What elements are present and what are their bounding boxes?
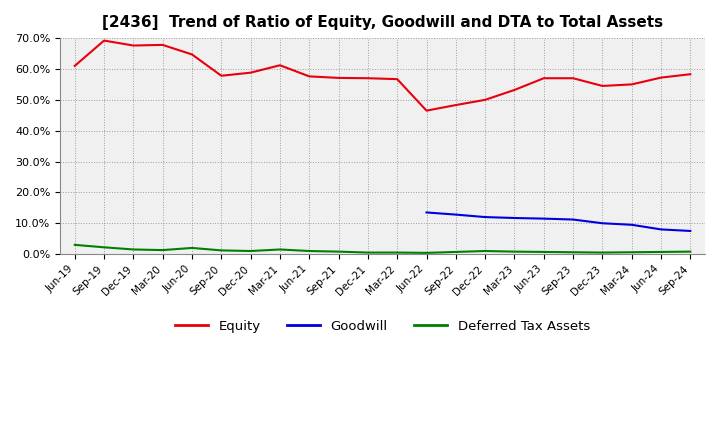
Equity	[393, 77, 402, 82]
Equity	[71, 63, 79, 69]
Equity	[657, 75, 665, 80]
Deferred Tax Assets	[627, 249, 636, 255]
Goodwill	[569, 217, 577, 222]
Deferred Tax Assets	[71, 242, 79, 247]
Deferred Tax Assets	[276, 247, 284, 252]
Deferred Tax Assets	[686, 249, 695, 254]
Equity	[188, 52, 197, 57]
Equity	[305, 74, 314, 79]
Deferred Tax Assets	[188, 245, 197, 250]
Goodwill	[481, 214, 490, 220]
Equity	[569, 76, 577, 81]
Goodwill	[627, 222, 636, 227]
Equity	[627, 82, 636, 87]
Deferred Tax Assets	[422, 250, 431, 256]
Goodwill	[539, 216, 548, 221]
Equity	[217, 73, 225, 78]
Equity	[100, 38, 109, 43]
Deferred Tax Assets	[451, 249, 460, 255]
Deferred Tax Assets	[158, 247, 167, 253]
Line: Equity: Equity	[75, 40, 690, 110]
Deferred Tax Assets	[481, 248, 490, 253]
Equity	[334, 75, 343, 81]
Goodwill	[657, 227, 665, 232]
Deferred Tax Assets	[393, 250, 402, 255]
Goodwill	[510, 215, 519, 220]
Deferred Tax Assets	[305, 248, 314, 253]
Deferred Tax Assets	[100, 245, 109, 250]
Deferred Tax Assets	[334, 249, 343, 254]
Equity	[158, 42, 167, 48]
Equity	[451, 103, 460, 108]
Equity	[510, 87, 519, 92]
Goodwill	[598, 220, 607, 226]
Deferred Tax Assets	[364, 250, 372, 255]
Legend: Equity, Goodwill, Deferred Tax Assets: Equity, Goodwill, Deferred Tax Assets	[170, 315, 595, 338]
Equity	[598, 83, 607, 88]
Goodwill	[451, 212, 460, 217]
Line: Deferred Tax Assets: Deferred Tax Assets	[75, 245, 690, 253]
Title: [2436]  Trend of Ratio of Equity, Goodwill and DTA to Total Assets: [2436] Trend of Ratio of Equity, Goodwil…	[102, 15, 663, 30]
Equity	[364, 76, 372, 81]
Equity	[481, 97, 490, 103]
Equity	[129, 43, 138, 48]
Deferred Tax Assets	[510, 249, 519, 254]
Equity	[539, 76, 548, 81]
Goodwill	[686, 228, 695, 234]
Equity	[246, 70, 255, 75]
Deferred Tax Assets	[246, 248, 255, 253]
Deferred Tax Assets	[539, 249, 548, 255]
Deferred Tax Assets	[129, 247, 138, 252]
Line: Goodwill: Goodwill	[426, 213, 690, 231]
Equity	[276, 62, 284, 68]
Goodwill	[422, 210, 431, 215]
Deferred Tax Assets	[598, 250, 607, 255]
Deferred Tax Assets	[217, 248, 225, 253]
Deferred Tax Assets	[657, 249, 665, 255]
Equity	[686, 72, 695, 77]
Equity	[422, 108, 431, 113]
Deferred Tax Assets	[569, 249, 577, 255]
